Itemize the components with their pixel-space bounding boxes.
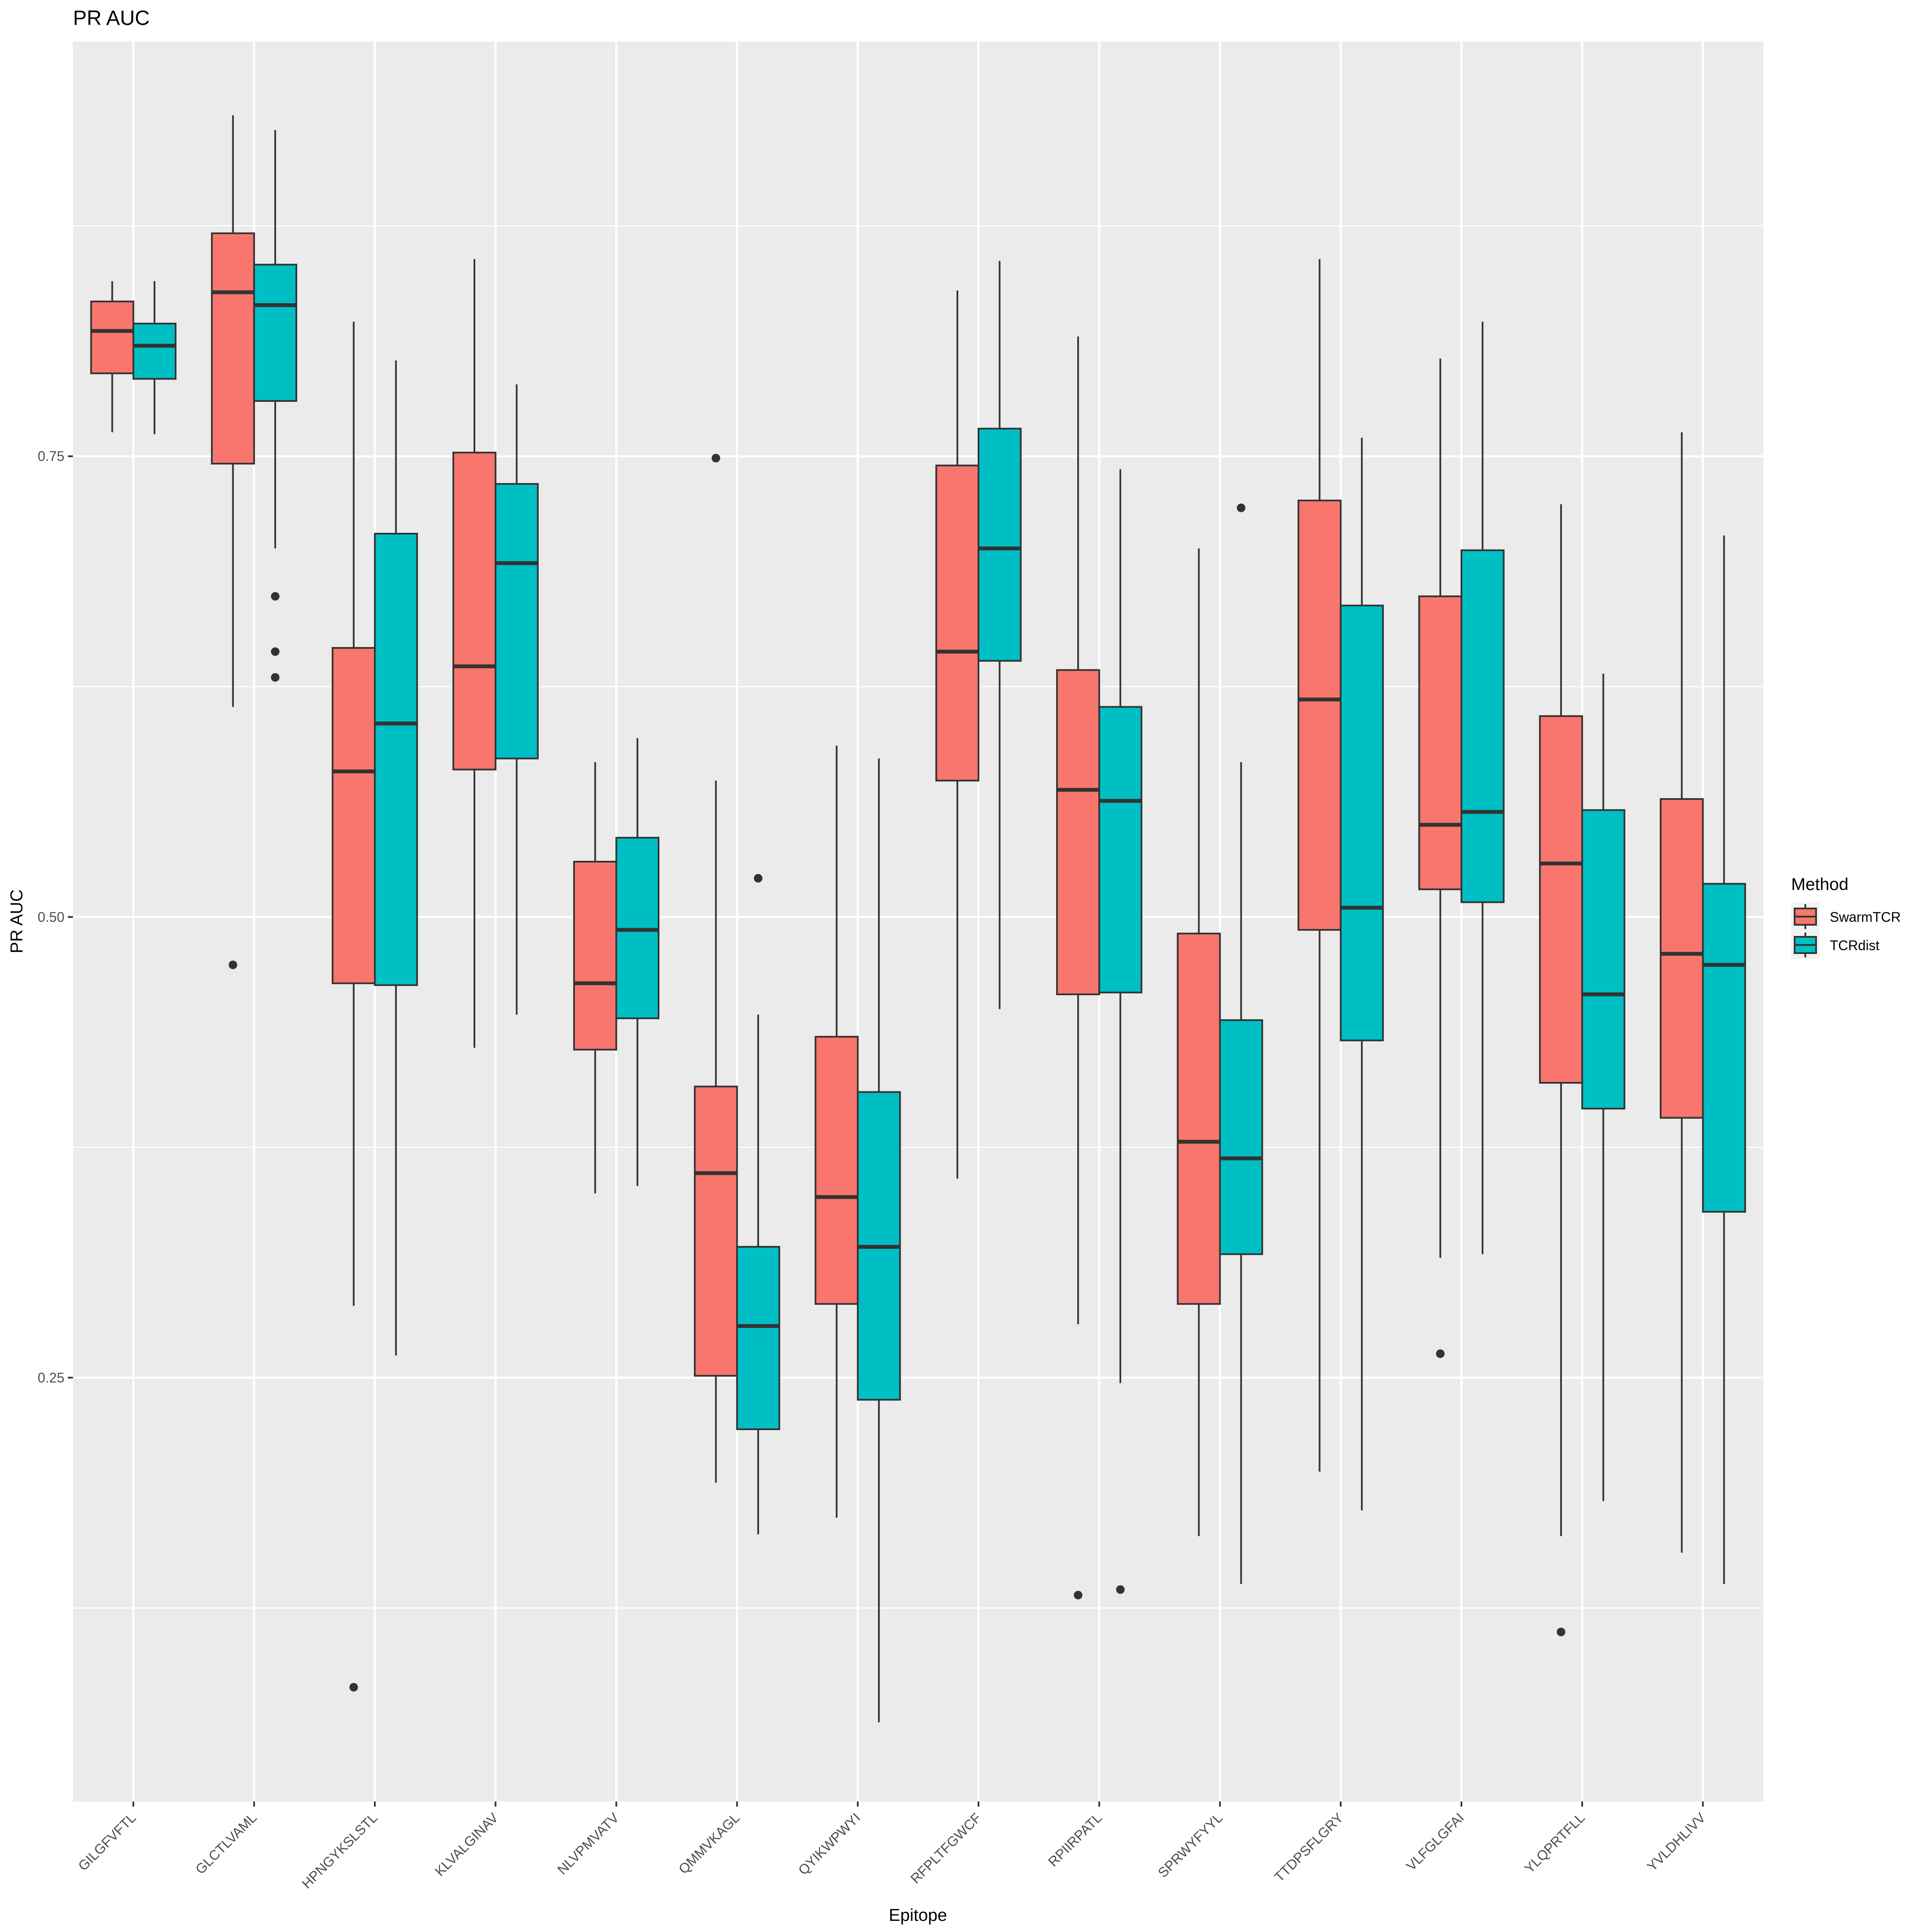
outlier-point [228,960,237,969]
plot-panel [73,42,1763,1801]
box-iqr [1659,798,1704,1119]
box-TCRdist-YLQPRTFLL [1581,674,1625,1501]
box-TCRdist-VLFGLGFAI [1460,322,1505,1255]
y-tick-label: 0.25 [38,1370,64,1385]
outlier-point [271,647,280,656]
box-iqr [452,452,497,771]
box-SwarmTCR-KLVALGINAV [452,259,497,1048]
y-tick-label: 0.50 [38,909,64,925]
box-iqr [331,647,376,984]
box-iqr [1418,595,1462,890]
box-TCRdist-QYIKWPWYI [857,758,901,1722]
box-SwarmTCR-RFPLTFGWCF [935,290,980,1179]
box-SwarmTCR-YVLDHLIVV [1659,432,1704,1553]
outlier-point [349,1683,358,1692]
box-iqr [1056,669,1100,996]
box-iqr [211,232,255,465]
box-SwarmTCR-QYIKWPWYI [814,745,859,1518]
box-SwarmTCR-VLFGLGFAI [1418,358,1462,1358]
outlier-point [1236,503,1245,512]
box-iqr [1219,1019,1263,1255]
box-iqr [1460,549,1505,903]
box-SwarmTCR-QMMVKAGL [694,454,738,1483]
x-tick-label: SPRWYFYYL [1155,1810,1226,1880]
box-iqr [1297,499,1342,931]
box-TCRdist-KLVALGINAV [495,384,539,1015]
x-tick-label: RFPLTFGWCF [908,1810,984,1886]
legend-title: Method [1791,875,1848,894]
box-TCRdist-TTDPSFLGRY [1340,437,1384,1510]
box-TCRdist-SPRWYFYYL [1219,503,1263,1584]
box-TCRdist-QMMVKAGL [736,874,781,1534]
box-iqr [736,1246,781,1430]
x-tick-label: YVLDHLIVV [1644,1810,1708,1874]
box-iqr [1340,605,1384,1042]
box-iqr [1539,715,1583,1084]
x-tick-label: TTDPSFLGRY [1271,1810,1346,1885]
box-iqr [1581,809,1625,1110]
outlier-point [1116,1585,1125,1594]
outlier-point [271,592,280,601]
legend-label-TCRdist: TCRdist [1830,938,1880,953]
x-axis-label: Epitope [889,1906,947,1925]
box-TCRdist-RPIIRPATL [1098,469,1142,1594]
legend: Method SwarmTCR TCRdist [1791,875,1901,959]
legend-label-SwarmTCR: SwarmTCR [1830,909,1901,925]
x-tick-label: QYIKWPWYI [795,1810,863,1878]
box-SwarmTCR-HPNGYKSLSTL [331,322,376,1692]
box-iqr [90,301,134,374]
box-iqr [1702,883,1746,1213]
x-tick-label: HPNGYKSLSTL [299,1810,380,1891]
box-SwarmTCR-RPIIRPATL [1056,336,1100,1600]
box-SwarmTCR-GLCTLVAML [211,115,255,969]
y-tick-label: 0.75 [38,449,64,464]
outlier-point [1436,1349,1445,1358]
box-SwarmTCR-NLVPMVATV [573,762,617,1194]
box-iqr [495,483,539,759]
boxes [90,115,1746,1722]
y-axis-label: PR AUC [7,890,26,954]
box-SwarmTCR-YLQPRTFLL [1539,504,1583,1637]
x-tick-label: GILGFVFTL [75,1810,139,1874]
outlier-point [753,874,762,883]
box-iqr [132,322,177,380]
box-iqr [1177,933,1221,1305]
outlier-point [1074,1591,1083,1600]
box-iqr [935,465,980,782]
box-TCRdist-GILGFVFTL [132,281,177,434]
box-iqr [253,264,298,402]
x-tick-label: VLFGLGFAI [1403,1810,1467,1874]
outlier-point [1556,1628,1565,1637]
box-iqr [978,428,1022,662]
x-tick-label: YLQPRTFLL [1522,1810,1588,1876]
y-axis: 0.25 0.50 0.75 [38,449,73,1385]
x-tick-label: QMMVKAGL [675,1810,742,1877]
x-tick-label: RPIIRPATL [1045,1810,1105,1869]
chart-title: PR AUC [73,7,150,30]
box-SwarmTCR-SPRWYFYYL [1177,548,1221,1536]
outlier-point [711,454,720,463]
box-iqr [374,533,418,986]
box-SwarmTCR-TTDPSFLGRY [1297,259,1342,1472]
box-TCRdist-HPNGYKSLSTL [374,360,418,1356]
x-tick-label: KLVALGINAV [432,1810,501,1879]
box-iqr [573,861,617,1051]
x-tick-label: NLVPMVATV [554,1810,622,1877]
x-axis: GILGFVFTL GLCTLVAML HPNGYKSLSTL KLVALGINAV N… [75,1801,1709,1892]
x-tick-label: GLCTLVAML [192,1810,260,1877]
box-iqr [694,1085,738,1377]
box-TCRdist-RFPLTFGWCF [978,261,1022,1009]
outlier-point [271,673,280,682]
box-TCRdist-YVLDHLIVV [1702,535,1746,1584]
box-TCRdist-NLVPMVATV [615,738,659,1186]
box-iqr [1098,706,1142,993]
box-SwarmTCR-GILGFVFTL [90,281,134,432]
box-TCRdist-GLCTLVAML [253,130,298,682]
box-iqr [814,1036,859,1305]
